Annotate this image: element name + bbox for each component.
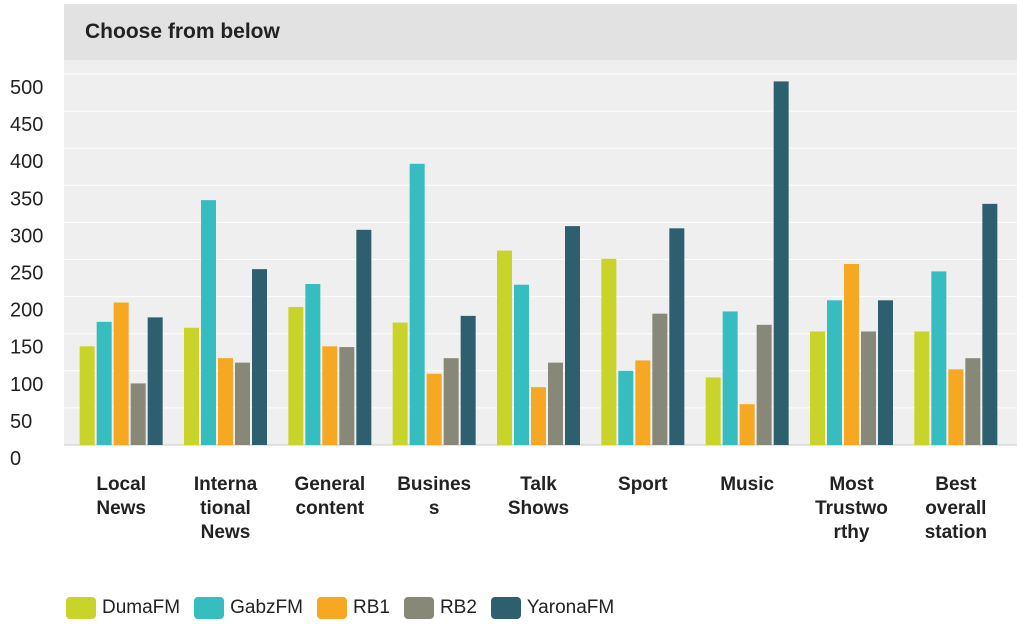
legend-item: RB2 (403, 597, 477, 619)
bar-rb2 (130, 383, 146, 445)
legend-swatch (316, 597, 347, 619)
y-tick-label: 350 (10, 188, 43, 210)
legend-item: GabzFM (194, 597, 303, 619)
chart-title: Choose from below (85, 20, 280, 43)
bar-yaronafm (565, 226, 580, 445)
bar-rb2 (756, 324, 772, 445)
x-tick-label: Talk Shows (508, 474, 569, 519)
legend-item: YaronaFM (490, 597, 615, 619)
legend-label: RB1 (352, 597, 390, 618)
bar-gabzfm (201, 200, 216, 445)
bar-dumafm (914, 331, 930, 445)
y-tick-label: 150 (10, 337, 43, 359)
y-tick-label: 400 (10, 151, 43, 173)
bar-gabzfm (827, 300, 842, 445)
bar-chart: 0 50 100 150 200 250 300 350 400 450 500 Local News I… (10, 60, 1017, 543)
bar-gabzfm (722, 311, 738, 445)
legend-swatch (490, 597, 521, 619)
x-tick-label: Most Trustwo rthy (815, 474, 888, 543)
bar-rb1 (844, 263, 859, 445)
bar-dumafm (601, 258, 617, 445)
bar-yaronafm (982, 203, 998, 445)
bar-yaronafm (252, 269, 267, 445)
bar-rb2 (548, 362, 563, 445)
bar-yaronafm (878, 300, 893, 445)
bar-gabzfm (931, 271, 947, 445)
bar-gabzfm (96, 321, 112, 445)
y-tick-label: 0 (10, 448, 21, 470)
bar-rb2 (339, 347, 355, 445)
legend-swatch (403, 597, 434, 619)
bar-rb1 (322, 346, 338, 445)
bar-gabzfm (618, 370, 634, 445)
legend-label: GabzFM (230, 597, 303, 618)
y-tick-label: 200 (10, 300, 43, 322)
chart-header (64, 4, 1017, 60)
legend-label: YaronaFM (526, 597, 615, 618)
chart-legend: DumaFM GabzFM RB1 RB2 YaronaFM (66, 597, 628, 619)
bar-dumafm (705, 377, 721, 445)
legend-swatch (194, 597, 225, 619)
bar-rb1 (948, 369, 964, 445)
bar-gabzfm (409, 163, 425, 446)
bar-dumafm (288, 306, 304, 445)
bar-gabzfm (305, 283, 321, 445)
bar-dumafm (497, 250, 512, 445)
bar-rb2 (965, 358, 981, 445)
y-tick-label: 100 (10, 374, 43, 396)
bar-rb1 (635, 360, 651, 445)
bar-rb2 (443, 358, 459, 445)
legend-label: RB2 (439, 597, 477, 618)
bar-yaronafm (773, 81, 789, 446)
y-tick-label: 500 (10, 77, 43, 99)
x-tick-label: Sport (618, 474, 668, 495)
bar-gabzfm (514, 284, 529, 445)
legend-swatch (66, 597, 96, 619)
bar-rb1 (426, 373, 442, 445)
legend-item: RB1 (316, 597, 390, 619)
bar-dumafm (810, 331, 825, 445)
bar-yaronafm (669, 228, 685, 445)
bar-yaronafm (356, 229, 372, 445)
y-tick-label: 50 (10, 411, 32, 433)
y-tick-label: 250 (10, 263, 43, 285)
legend-label: DumaFM (102, 597, 181, 618)
bar-rb1 (739, 404, 755, 445)
x-tick-label: Best overall station (925, 474, 987, 543)
x-tick-label: General content (294, 474, 365, 519)
x-tick-label: Local News (96, 474, 146, 519)
bar-rb2 (652, 313, 668, 445)
bar-yaronafm (460, 315, 476, 445)
legend-item: DumaFM (66, 597, 180, 619)
bar-rb2 (235, 362, 250, 445)
bar-dumafm (392, 322, 408, 445)
bar-rb2 (861, 331, 876, 445)
x-tick-label: Music (720, 474, 774, 495)
x-tick-label: Interna tional News (194, 474, 258, 543)
bar-rb1 (531, 387, 546, 445)
bar-dumafm (79, 346, 95, 445)
x-tick-label: Busines s (397, 474, 471, 519)
bar-rb1 (113, 302, 129, 445)
y-tick-label: 300 (10, 225, 43, 247)
y-tick-label: 450 (10, 114, 43, 136)
bar-dumafm (184, 327, 199, 445)
bar-yaronafm (147, 317, 163, 445)
bar-rb1 (218, 358, 233, 445)
